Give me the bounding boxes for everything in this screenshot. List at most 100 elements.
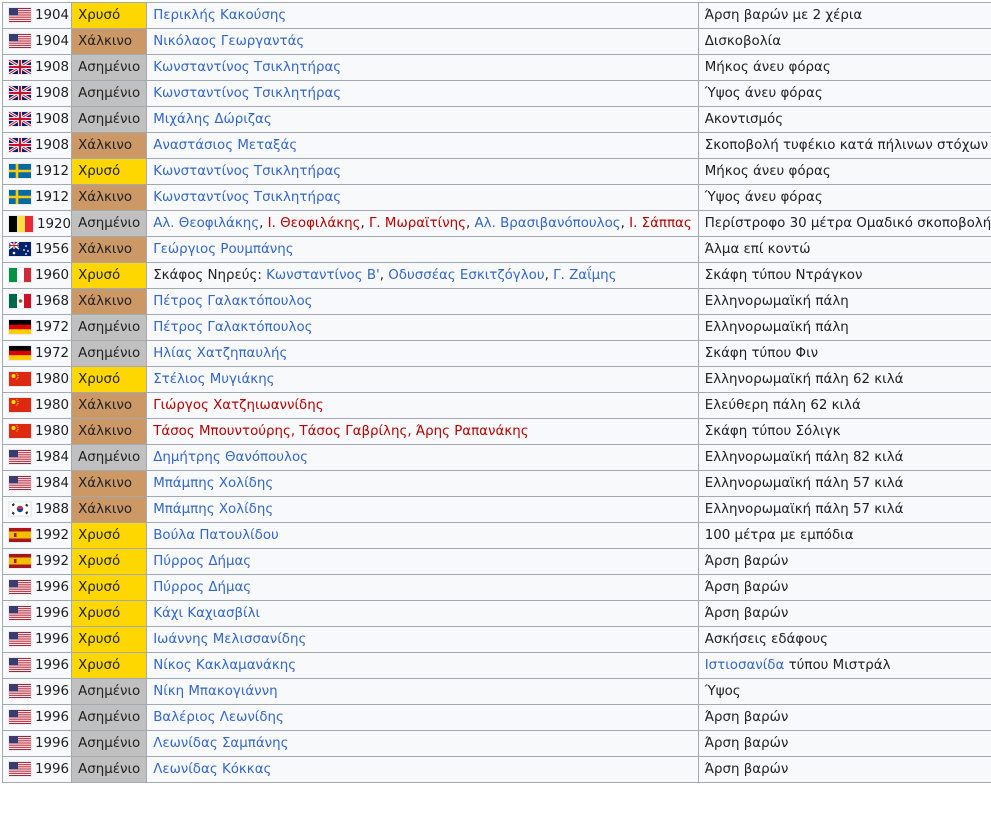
year: 1968 [35,294,70,309]
flag [8,293,32,309]
event-cell: Ακοντισμός [697,106,991,133]
flag [8,423,32,439]
year: 1908 [35,138,70,153]
athlete-cell: Νίκη Μπακογιάννη [146,678,699,705]
athlete[interactable]: Γιώργος Χατζηιωαννίδης [153,398,324,413]
athlete[interactable]: Αναστάσιος Μεταξάς [153,138,298,153]
flag [8,657,32,673]
athlete[interactable]: Πύρρος Δήμας [153,580,252,595]
event: Άρση βαρών [704,580,789,595]
flag [8,631,32,647]
athlete[interactable]: Ιωάννης Μελισσανίδης [153,632,307,647]
athlete[interactable]: Νικόλαος Γεωργαντάς [153,34,305,49]
athlete[interactable]: Μπάμπης Χολίδης [153,476,274,491]
year-cell: 1996 [1,756,73,783]
athlete[interactable]: Άρης Ραπανάκης [415,424,529,439]
flag [8,475,32,491]
event-cell: Ιστιοσανίδα τύπου Μιστράλ [697,652,991,679]
medal-cell: Ασημένιο [71,444,148,471]
athlete[interactable]: Βαλέριος Λεωνίδης [153,710,284,725]
table-row: 1996 Χρυσό Κάχι Καχιασβίλι Άρση βαρών [1,600,991,627]
athlete[interactable]: Πέτρος Γαλακτόπουλος [153,294,313,309]
athlete[interactable]: Ι. Σάππας [629,216,692,231]
athlete[interactable]: Μιχάλης Δώριζας [153,112,272,127]
athlete[interactable]: Στέλιος Μυγιάκης [153,372,275,387]
table-row: 1912 Χρυσό Κωνσταντίνος Τσικλητήρας Μήκος ά… [1,158,991,185]
athlete[interactable]: Κωνσταντίνος Β' [266,268,380,283]
athlete[interactable]: Λεωνίδας Κόκκας [153,762,272,777]
medal-cell: Χάλκινο [71,496,148,523]
athlete-cell: Κωνσταντίνος Τσικλητήρας [146,54,699,81]
medal-cell: Χρυσό [71,262,148,289]
year-cell: 1980 [1,392,73,419]
athlete[interactable]: Κωνσταντίνος Τσικλητήρας [153,190,342,205]
year: 1996 [35,710,70,725]
medal-cell: Χρυσό [71,366,148,393]
athlete[interactable]: Πύρρος Δήμας [153,554,252,569]
athlete[interactable]: Οδυσσέας Εσκιτζόγλου [388,268,545,283]
year-cell: 1912 [1,184,73,211]
event: Άρση βαρών [704,710,789,725]
flag [8,59,32,75]
athlete[interactable]: Λεωνίδας Σαμπάνης [153,736,289,751]
table-row: 1996 Χρυσό Ιωάννης Μελισσανίδης Ασκήσεις εδ… [1,626,991,653]
year-cell: 1904 [1,2,73,29]
table-row: 1996 Ασημένιο Βαλέριος Λεωνίδης Άρση βαρών [1,704,991,731]
table-row: 1980 Χάλκινο Τάσος Μπουντούρης, Τάσος Γαβρ… [1,418,991,445]
athlete[interactable]: Κάχι Καχιασβίλι [153,606,261,621]
medal-cell: Χάλκινο [71,470,148,497]
athlete[interactable]: Ηλίας Χατζηπαυλής [153,346,288,361]
table-row: 1908 Χάλκινο Αναστάσιος Μεταξάς Σκοποβολή τ… [1,132,991,159]
year-cell: 1996 [1,600,73,627]
athlete-cell: Πύρρος Δήμας [146,574,699,601]
year: 1996 [35,684,70,699]
athlete-cell: Αλ. Θεοφιλάκης, Ι. Θεοφιλάκης, Γ. Μωραϊτ… [146,210,699,237]
athlete[interactable]: Κωνσταντίνος Τσικλητήρας [153,60,342,75]
athlete[interactable]: Μπάμπης Χολίδης [153,502,274,517]
year-cell: 1920 [1,210,73,237]
year-cell: 1980 [1,418,73,445]
event-cell: Σκοποβολή τυφέκιο κατά πήλινων στόχων [697,132,991,159]
medal-cell: Χάλκινο [71,418,148,445]
athlete[interactable]: Κωνσταντίνος Τσικλητήρας [153,86,342,101]
athlete[interactable]: Γεώργιος Ρουμπάνης [153,242,294,257]
athlete[interactable]: Πέτρος Γαλακτόπουλος [153,320,313,335]
flag [8,111,32,127]
event-cell: Σκάφη τύπου Ντράγκον [697,262,991,289]
athlete[interactable]: Αλ. Θεοφιλάκης [153,216,260,231]
athlete: , [544,268,554,283]
medal-cell: Χρυσό [71,652,148,679]
event: Ύψος [704,684,741,699]
athlete[interactable]: Γ. Ζαΐμης [553,268,617,283]
athlete[interactable]: Βούλα Πατουλίδου [153,528,279,543]
event: Ελληνορωμαϊκή πάλη 57 κιλά [704,476,904,491]
athlete[interactable]: Κωνσταντίνος Τσικλητήρας [153,164,342,179]
athlete[interactable]: Αλ. Βρασιβανόπουλος [474,216,621,231]
year-cell: 1996 [1,678,73,705]
event-cell: Άρση βαρών [697,730,991,757]
athlete[interactable]: Νίκος Κακλαμανάκης [153,658,297,673]
table-row: 1996 Χρυσό Πύρρος Δήμας Άρση βαρών [1,574,991,601]
event-cell: Ύψος [697,678,991,705]
athlete[interactable]: Τάσος Γαβρίλης [299,424,408,439]
athlete-cell: Γιώργος Χατζηιωαννίδης [146,392,699,419]
athlete[interactable]: Γ. Μωραϊτίνης [368,216,466,231]
event: Ύψος άνευ φόρας [704,86,823,101]
medal-cell: Χρυσό [71,626,148,653]
athlete[interactable]: Τάσος Μπουντούρης [153,424,291,439]
year: 1980 [35,424,70,439]
athlete[interactable]: , [407,424,416,439]
event[interactable]: Ιστιοσανίδα [704,658,785,673]
athlete[interactable]: Περικλής Κακούσης [153,8,287,23]
athlete[interactable]: , [290,424,300,439]
athlete[interactable]: Ι. Θεοφιλάκης [267,216,361,231]
event-cell: Ελληνορωμαϊκή πάλη 62 κιλά [697,366,991,393]
year: 1984 [35,450,70,465]
athlete[interactable]: Δημήτρης Θανόπουλος [153,450,309,465]
athlete: , [465,216,475,231]
year-cell: 1972 [1,340,73,367]
event: Σκάφη τύπου Φιν [704,346,819,361]
year-cell: 1972 [1,314,73,341]
athlete[interactable]: Νίκη Μπακογιάννη [153,684,278,699]
